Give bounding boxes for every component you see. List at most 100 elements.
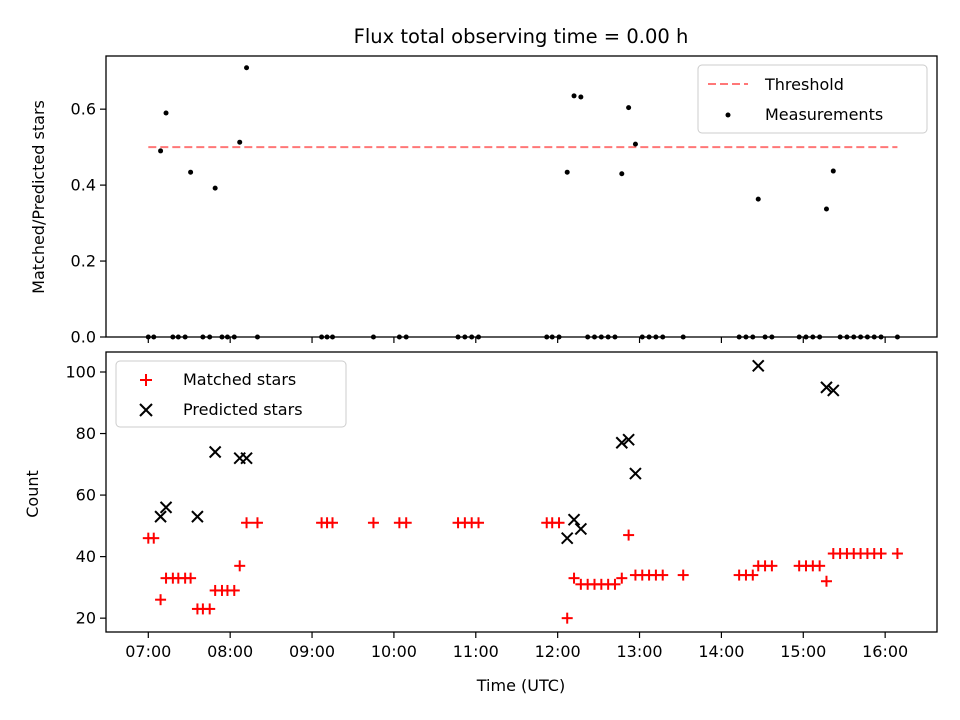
- measurement-point: [564, 169, 570, 175]
- bottom-x-tick-label: 10:00: [371, 642, 417, 661]
- bottom-x-ticks: 07:00 08:00 09:00 10:00 11:00 12:00 13:00 14:00…: [125, 632, 908, 661]
- top-y-axis-label: Matched/Predicted stars: [29, 100, 48, 294]
- matched-star-point: [327, 517, 339, 529]
- predicted-star-point: [827, 384, 840, 397]
- top-y-tick-label: 0.6: [71, 100, 96, 119]
- predicted-star-point: [159, 501, 173, 514]
- predicted-star-point: [622, 433, 635, 446]
- legend-predicted-marker: [139, 403, 153, 417]
- matched-star-point: [568, 572, 580, 584]
- measurement-point: [158, 148, 164, 154]
- measurement-point: [632, 141, 638, 147]
- matched-star-point: [400, 517, 412, 529]
- top-axes-frame: [105, 55, 938, 338]
- matched-star-point: [241, 517, 253, 529]
- measurement-point: [571, 93, 577, 99]
- bottom-y-tick-label: 80: [76, 424, 96, 443]
- predicted-star-point: [752, 359, 765, 373]
- matched-star-point: [616, 572, 628, 584]
- bottom-x-tick-label: 15:00: [780, 642, 826, 661]
- predicted-star-point: [191, 510, 204, 523]
- matched-star-point: [623, 529, 635, 541]
- top-panel: Flux total observing time = 0.00 h Match…: [29, 25, 938, 347]
- bottom-y-tick-label: 40: [76, 547, 96, 566]
- top-x-ticks: [147, 337, 886, 343]
- measurement-point: [626, 105, 632, 111]
- top-y-tick-label: 0.2: [71, 252, 96, 271]
- matched-star-point: [875, 548, 887, 560]
- matched-star-point: [609, 578, 621, 590]
- matched-star-point: [185, 572, 197, 584]
- legend-measurements-marker: [725, 112, 731, 118]
- measurement-point: [244, 65, 250, 71]
- predicted-star-point: [208, 445, 222, 459]
- top-y-tick-label: 0.4: [71, 176, 96, 195]
- bottom-x-tick-label: 08:00: [207, 642, 253, 661]
- bottom-legend-box: [115, 360, 347, 428]
- bottom-y-tick-label: 20: [76, 609, 96, 628]
- legend-predicted-label: Predicted stars: [183, 400, 303, 419]
- matched-star-point: [747, 569, 759, 581]
- matched-star-point: [234, 560, 246, 572]
- top-legend: Threshold Measurements: [697, 64, 928, 134]
- matched-star-point: [820, 575, 832, 587]
- matched-star-point: [251, 517, 263, 529]
- measurement-point: [755, 196, 761, 202]
- bottom-y-axis-label: Count: [23, 470, 42, 518]
- measurement-point: [237, 139, 243, 145]
- matched-star-point: [473, 517, 485, 529]
- legend-matched-label: Matched stars: [183, 370, 296, 389]
- predicted-star-point: [629, 467, 642, 480]
- bottom-x-tick-label: 12:00: [535, 642, 581, 661]
- top-y-ticks: 0.0 0.2 0.4 0.6: [71, 100, 106, 347]
- matched-stars-points: [142, 517, 903, 624]
- predicted-star-point: [820, 381, 833, 394]
- bottom-x-tick-label: 14:00: [698, 642, 744, 661]
- legend-measurements-label: Measurements: [765, 105, 883, 124]
- bottom-x-tick-label: 13:00: [616, 642, 662, 661]
- matched-star-point: [367, 517, 379, 529]
- measurement-point: [163, 110, 169, 116]
- legend-threshold-label: Threshold: [764, 75, 844, 94]
- matched-star-point: [766, 560, 778, 572]
- predicted-star-point: [240, 451, 253, 465]
- measurement-point: [823, 206, 829, 212]
- bottom-y-tick-label: 100: [65, 363, 96, 382]
- matched-star-point: [891, 548, 903, 560]
- measurement-point: [578, 94, 584, 100]
- bottom-y-tick-label: 60: [76, 486, 96, 505]
- predicted-star-point: [561, 531, 574, 545]
- predicted-star-point: [615, 436, 629, 449]
- chart-title: Flux total observing time = 0.00 h: [354, 25, 689, 48]
- bottom-x-tick-label: 11:00: [453, 642, 499, 661]
- top-y-tick-label: 0.0: [71, 328, 96, 347]
- bottom-x-tick-label: 09:00: [289, 642, 335, 661]
- predicted-star-point: [567, 513, 581, 526]
- top-legend-box: [697, 64, 928, 134]
- bottom-x-tick-label: 07:00: [125, 642, 171, 661]
- matched-star-point: [553, 517, 565, 529]
- matched-star-point: [228, 584, 240, 596]
- matched-star-point: [204, 603, 216, 615]
- matched-star-point: [677, 569, 689, 581]
- bottom-legend: Matched stars Predicted stars: [115, 360, 347, 428]
- bottom-y-ticks: 20 40 60 80 100: [65, 363, 106, 628]
- predicted-star-point: [574, 522, 588, 536]
- measurement-point: [830, 168, 836, 174]
- measurement-point: [212, 185, 218, 191]
- matched-star-point: [155, 594, 167, 606]
- measurement-point: [619, 171, 625, 177]
- bottom-x-axis-label: Time (UTC): [476, 676, 565, 695]
- predicted-stars-points: [154, 359, 840, 545]
- bottom-x-tick-label: 16:00: [862, 642, 908, 661]
- matched-star-point: [657, 569, 669, 581]
- matched-star-point: [814, 560, 826, 572]
- predicted-star-point: [154, 510, 167, 523]
- bottom-axes-frame: [105, 351, 938, 633]
- measurement-point: [188, 169, 194, 175]
- legend-matched-marker: [140, 374, 152, 386]
- matched-star-point: [148, 532, 160, 544]
- matched-star-point: [561, 612, 573, 624]
